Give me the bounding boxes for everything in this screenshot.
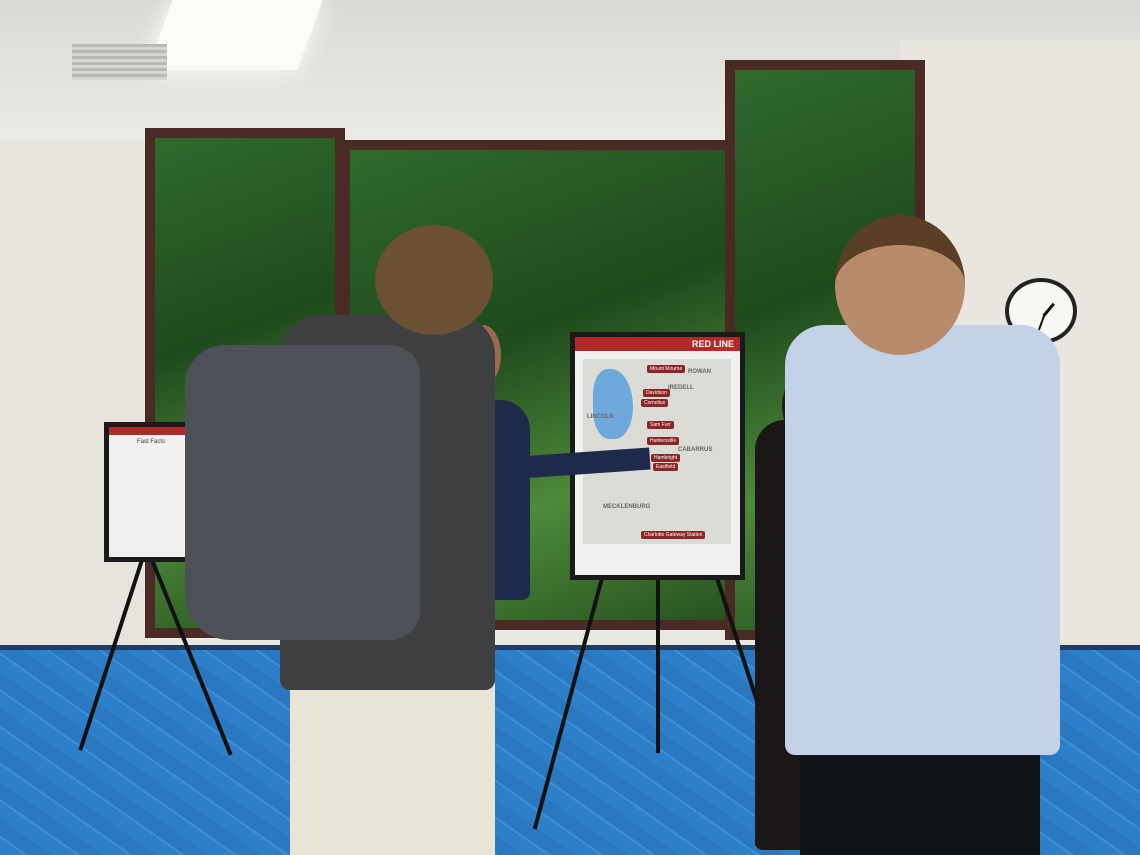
- station-label: Hambright: [651, 454, 681, 462]
- county-label: CABARRUS: [678, 447, 713, 453]
- county-label: IREDELL: [668, 385, 694, 391]
- fast-facts-title: Fast Facts: [136, 439, 165, 445]
- ceiling-light: [147, 0, 323, 70]
- man-head: [375, 225, 493, 335]
- fast-facts-poster: Fast Facts: [104, 422, 198, 562]
- man-blue-shirt-head: [835, 215, 965, 355]
- station-label: Sam Furr: [647, 421, 674, 429]
- station-label: Mount Mourne: [647, 365, 686, 373]
- station-label: Charlotte Gateway Station: [641, 531, 706, 539]
- lake: [593, 369, 633, 439]
- station-label: Cornelius: [641, 399, 669, 407]
- easel-leg: [656, 578, 660, 753]
- poster-title: RED LINE: [575, 337, 740, 351]
- backpack: [185, 345, 420, 640]
- station-label: Eastfield: [653, 463, 679, 471]
- county-label: LINCOLN: [587, 414, 614, 420]
- man-blue-shirt: [785, 325, 1060, 755]
- county-label: ROWAN: [688, 369, 711, 375]
- man-trousers: [290, 670, 495, 855]
- station-label: Huntersville: [647, 437, 680, 445]
- wall-left: [0, 140, 150, 650]
- county-label: MECKLENBURG: [603, 504, 651, 510]
- clock-hour-hand: [1042, 302, 1055, 317]
- air-vent: [72, 44, 167, 80]
- station-label: Davidson: [643, 389, 670, 397]
